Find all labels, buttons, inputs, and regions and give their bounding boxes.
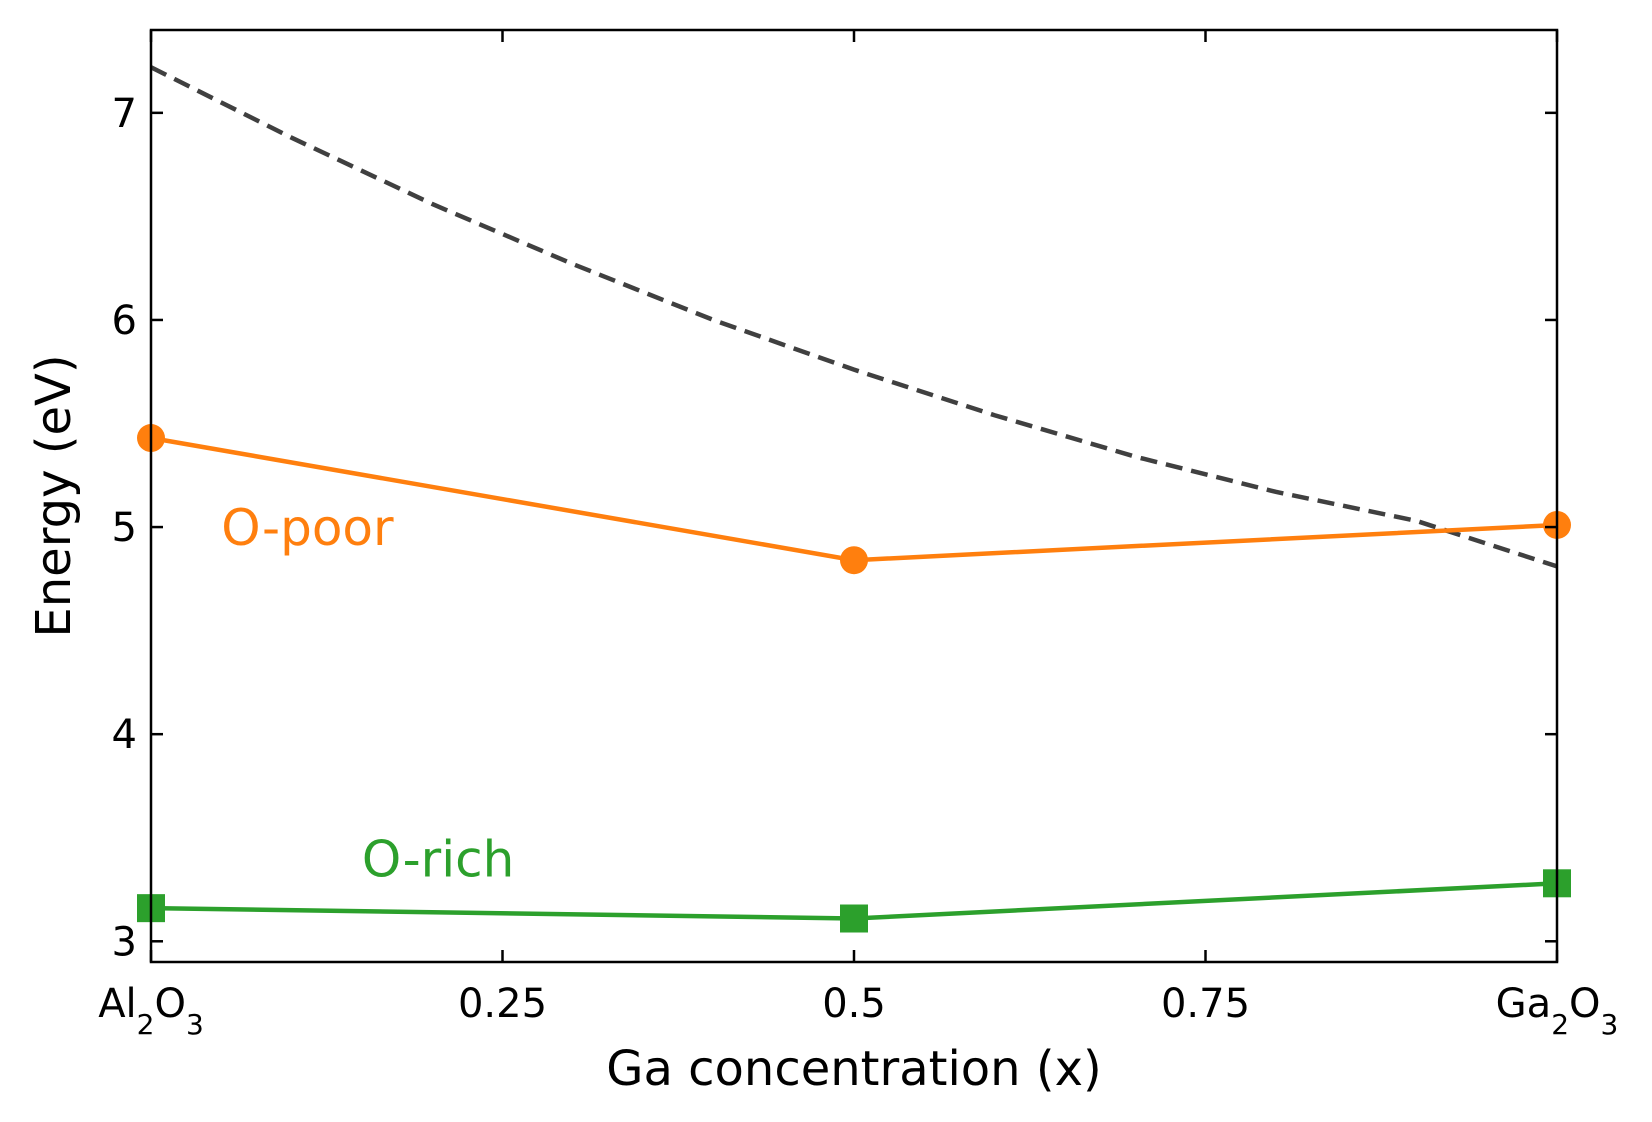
x-tick-label-end: O	[155, 981, 186, 1027]
reference-curve-dashed	[151, 65, 1557, 569]
y-axis-label: Energy (eV)	[26, 354, 82, 637]
x-tick-subscript: 2	[1551, 1008, 1569, 1041]
x-tick-label-end: O	[1569, 981, 1600, 1027]
x-tick-subscript: 2	[137, 1008, 155, 1041]
axis-ticks	[149, 30, 1559, 962]
y-tick-label: 3	[112, 919, 137, 965]
y-tick-label: 7	[112, 91, 137, 137]
plot-area	[151, 65, 1557, 569]
x-tick-label: 0.5	[822, 981, 886, 1027]
y-tick-label: 4	[112, 712, 137, 758]
y-tick-label: 5	[112, 505, 137, 551]
x-tick-label: 0.75	[1161, 981, 1250, 1027]
series-labels: O-poor O-rich	[221, 499, 514, 888]
x-axis-label: Ga concentration (x)	[606, 1041, 1101, 1097]
series-markers	[137, 424, 1571, 933]
series-label-o-poor: O-poor	[221, 499, 394, 557]
series-label-o-rich: O-rich	[362, 830, 514, 888]
data-point-o-rich	[840, 904, 868, 933]
data-point-o-poor	[840, 546, 868, 575]
x-tick-subscript: 3	[1601, 1008, 1619, 1041]
x-tick-label: 0.25	[458, 981, 547, 1027]
x-tick-subscript: 3	[186, 1008, 204, 1041]
y-tick-label: 6	[112, 298, 137, 344]
